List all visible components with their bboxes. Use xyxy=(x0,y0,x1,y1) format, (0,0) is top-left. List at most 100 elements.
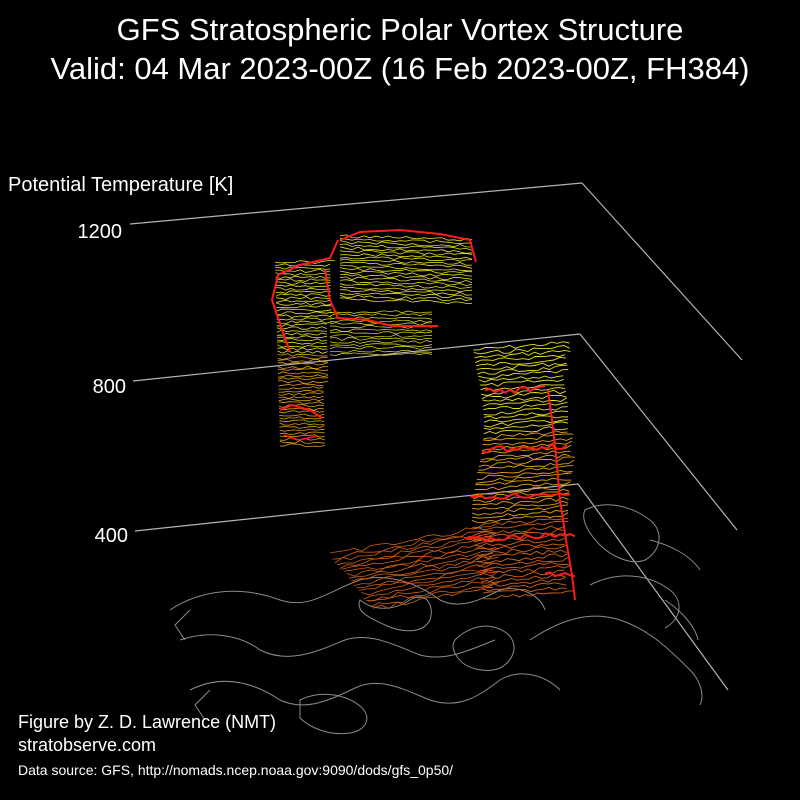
contour-line xyxy=(482,582,567,592)
contour-line xyxy=(277,365,328,369)
contour-line xyxy=(329,343,433,347)
contour-line xyxy=(276,317,332,321)
contour-line xyxy=(279,416,325,420)
contour-line xyxy=(478,456,576,467)
contour-line xyxy=(276,299,332,303)
contour-line xyxy=(475,477,572,486)
contour-line xyxy=(483,421,569,430)
contour-line xyxy=(329,337,433,341)
contour-line xyxy=(339,240,473,248)
contour-line xyxy=(279,428,325,432)
contour-line xyxy=(339,289,473,296)
contour-line xyxy=(482,433,574,441)
vortex-edge xyxy=(464,532,576,543)
contour-line xyxy=(353,556,499,587)
contour-line xyxy=(279,410,325,414)
grid-line-400 xyxy=(134,483,579,532)
coastline xyxy=(358,596,432,632)
contour-line xyxy=(339,253,473,260)
contour-line xyxy=(481,387,566,396)
contour-line xyxy=(329,310,433,314)
contour-line xyxy=(279,443,326,447)
contour-line xyxy=(478,460,575,471)
contour-line xyxy=(278,389,324,393)
contour-line xyxy=(370,582,499,608)
grid-line-1200 xyxy=(129,182,583,225)
contour-line xyxy=(339,246,473,254)
contour-line xyxy=(276,323,327,327)
contour-line xyxy=(278,404,324,408)
vortex-edge xyxy=(283,434,319,441)
contour-line xyxy=(339,267,473,274)
contour-line xyxy=(276,308,332,312)
contour-line xyxy=(278,398,324,402)
contour-line xyxy=(278,392,324,396)
contour-line xyxy=(363,570,500,600)
contour-line xyxy=(341,540,495,570)
contour-line xyxy=(277,359,328,363)
contour-line xyxy=(339,256,473,262)
contour-line xyxy=(339,273,473,280)
contour-line xyxy=(483,590,574,600)
contour-line xyxy=(337,532,498,566)
z-tick-label-800: 800 xyxy=(93,376,126,398)
contour-line xyxy=(344,546,497,572)
contour-line xyxy=(475,356,566,367)
contour-line xyxy=(361,569,498,596)
contour-line xyxy=(346,547,499,577)
contour-line xyxy=(276,311,332,315)
contour-line xyxy=(481,440,573,451)
contour-line xyxy=(473,341,570,351)
contour-line xyxy=(277,362,328,366)
contour-line xyxy=(365,575,495,602)
coastline xyxy=(452,625,515,671)
contour-line xyxy=(278,386,324,390)
contour-line xyxy=(278,377,329,380)
contour-line xyxy=(474,349,571,359)
contour-line xyxy=(329,313,433,317)
contour-line xyxy=(276,332,328,336)
contour-line xyxy=(483,415,569,423)
vortex-edge xyxy=(544,571,576,578)
contour-line xyxy=(476,362,567,370)
contour-line xyxy=(475,472,572,484)
contour-line xyxy=(483,418,569,428)
contour-line xyxy=(275,284,331,288)
contour-line xyxy=(329,522,499,554)
vortex-isosurface xyxy=(270,228,576,610)
contour-line xyxy=(339,283,473,289)
contour-line xyxy=(478,369,569,379)
contour-line xyxy=(471,504,569,516)
contour-line xyxy=(349,552,494,579)
contour-line xyxy=(329,352,433,356)
contour-line xyxy=(329,340,433,344)
contour-line xyxy=(476,549,567,561)
grid-line-800 xyxy=(132,333,581,382)
contour-line xyxy=(483,401,568,411)
coastline xyxy=(174,609,211,721)
contour-line xyxy=(329,346,433,350)
contour-line xyxy=(275,296,332,300)
contour-line xyxy=(483,410,568,420)
contour-line xyxy=(278,407,325,411)
contour-line xyxy=(479,565,570,576)
contour-line xyxy=(275,302,332,306)
contour-line xyxy=(278,380,329,384)
vortex-edge xyxy=(469,492,571,500)
contour-line xyxy=(474,481,571,491)
contour-line xyxy=(482,397,568,407)
contour-line xyxy=(339,292,473,299)
contour-line xyxy=(276,305,332,309)
contour-line xyxy=(276,326,327,330)
contour-line xyxy=(477,364,568,375)
contour-line xyxy=(278,401,325,405)
coastline xyxy=(189,673,561,706)
contour-line xyxy=(279,431,325,435)
contour-line xyxy=(277,344,328,348)
contour-line xyxy=(472,517,569,528)
vortex-edge xyxy=(547,389,576,601)
contour-line xyxy=(482,587,567,594)
grid-line-400-depth xyxy=(577,483,729,691)
contour-line xyxy=(277,356,328,360)
contour-line xyxy=(275,281,331,285)
